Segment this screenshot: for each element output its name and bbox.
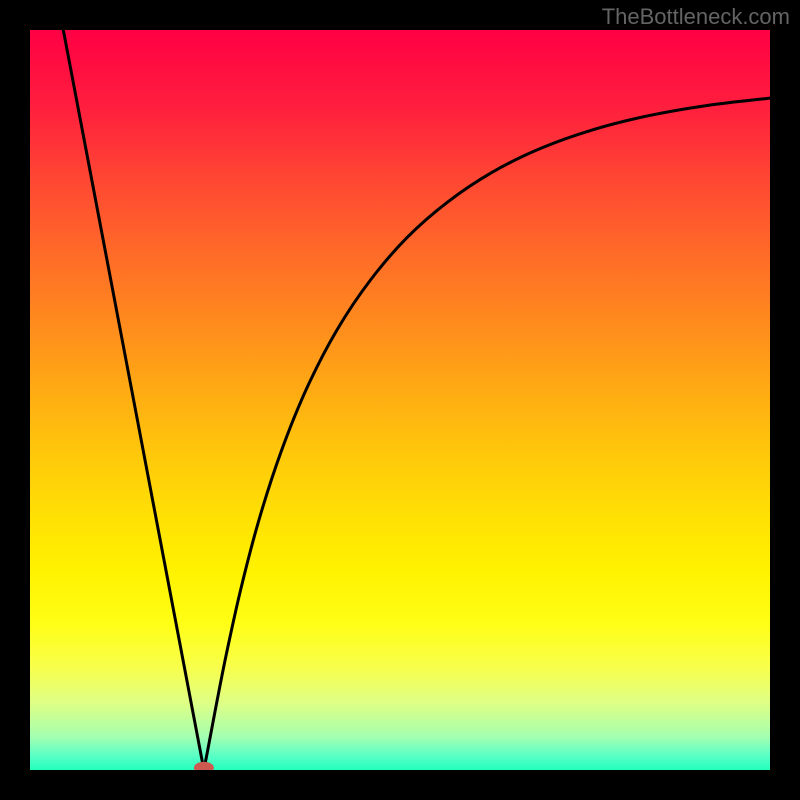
chart-frame: TheBottleneck.com [0, 0, 800, 800]
watermark-text: TheBottleneck.com [602, 4, 790, 30]
chart-svg [30, 30, 770, 770]
chart-background [30, 30, 770, 770]
plot-area [30, 30, 770, 770]
